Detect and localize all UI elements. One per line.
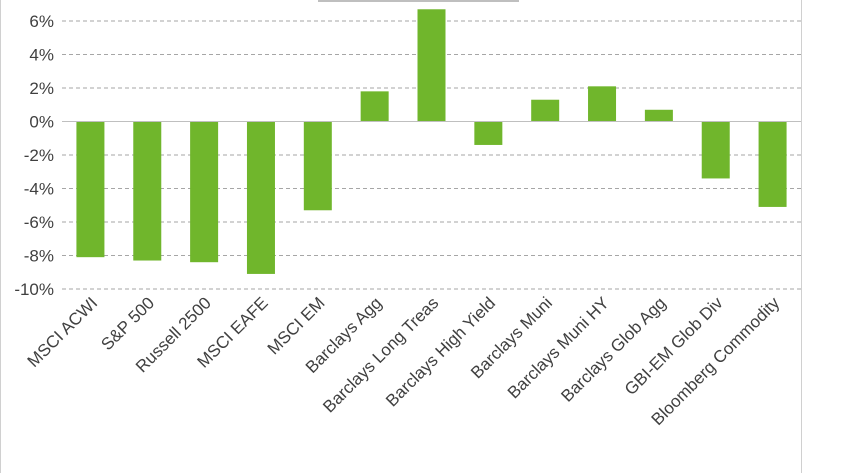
plot-border-right [801,0,802,473]
bar [644,109,673,122]
bar [531,99,560,122]
bar [588,86,617,122]
legend-box-edge [318,0,519,2]
y-tick-label: 0% [29,113,54,132]
bar [303,121,332,211]
y-tick-label: 2% [29,79,54,98]
bar [76,121,105,258]
plot-border-left [0,0,1,473]
y-tick-label: 4% [29,46,54,65]
bar [758,121,787,207]
y-tick-label: -4% [24,180,54,199]
bar [133,121,162,261]
bar [417,9,446,122]
bar [246,121,275,274]
bars [76,9,787,274]
bar [190,121,219,263]
y-tick-label: -8% [24,247,54,266]
y-tick-label: 6% [29,12,54,31]
bar [474,121,503,145]
y-tick-label: -2% [24,146,54,165]
bar [701,121,730,179]
y-tick-label: -10% [14,280,54,299]
y-axis-tick-labels: -10% -8% -6% -4% -2% 0% 2% 4% 6% [14,12,54,299]
bar [360,91,389,122]
y-tick-label: -6% [24,213,54,232]
